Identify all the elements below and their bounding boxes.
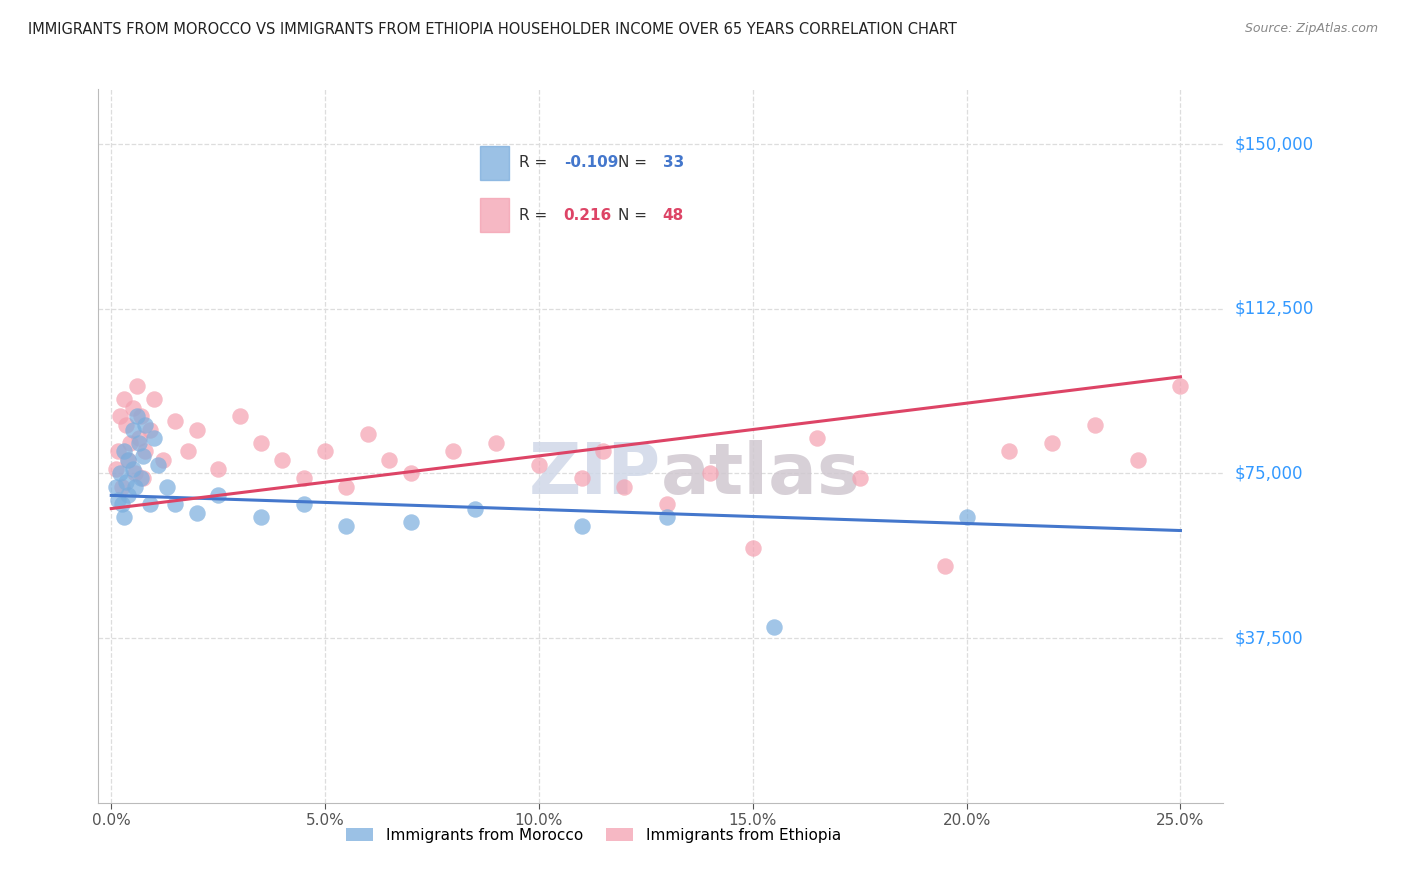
Point	[134, 444, 156, 458]
Point	[117, 488, 139, 502]
Point	[464, 501, 486, 516]
Point	[335, 519, 357, 533]
Point	[207, 462, 229, 476]
Point	[115, 418, 138, 433]
Point	[335, 480, 357, 494]
Point	[934, 558, 956, 573]
Point	[250, 510, 273, 524]
Text: $75,000: $75,000	[1234, 465, 1303, 483]
Point	[152, 453, 174, 467]
Point	[117, 453, 139, 467]
Point	[104, 462, 127, 476]
Point	[741, 541, 763, 555]
Point	[955, 510, 977, 524]
Point	[108, 409, 131, 424]
Legend: Immigrants from Morocco, Immigrants from Ethiopia: Immigrants from Morocco, Immigrants from…	[340, 822, 846, 848]
Point	[571, 471, 593, 485]
Point	[132, 471, 155, 485]
Point	[115, 475, 138, 490]
Point	[699, 467, 721, 481]
Point	[1040, 435, 1063, 450]
Point	[592, 444, 614, 458]
Point	[165, 414, 187, 428]
Point	[143, 431, 166, 445]
Point	[378, 453, 401, 467]
Text: atlas: atlas	[661, 440, 860, 509]
Point	[485, 435, 508, 450]
Point	[165, 497, 187, 511]
Point	[177, 444, 200, 458]
Point	[112, 392, 135, 406]
Point	[121, 423, 143, 437]
Point	[128, 431, 150, 445]
Text: IMMIGRANTS FROM MOROCCO VS IMMIGRANTS FROM ETHIOPIA HOUSEHOLDER INCOME OVER 65 Y: IMMIGRANTS FROM MOROCCO VS IMMIGRANTS FR…	[28, 22, 957, 37]
Point	[128, 435, 150, 450]
Point	[125, 378, 148, 392]
Point	[125, 409, 148, 424]
Point	[111, 497, 134, 511]
Text: $37,500: $37,500	[1234, 629, 1303, 647]
Point	[156, 480, 179, 494]
Point	[107, 492, 129, 507]
Point	[763, 620, 786, 634]
Text: $150,000: $150,000	[1234, 135, 1313, 153]
Point	[657, 497, 679, 511]
Point	[129, 471, 152, 485]
Point	[107, 444, 129, 458]
Point	[998, 444, 1021, 458]
Point	[148, 458, 170, 472]
Point	[112, 510, 135, 524]
Point	[104, 480, 127, 494]
Point	[399, 467, 422, 481]
Point	[571, 519, 593, 533]
Point	[228, 409, 250, 424]
Point	[292, 497, 315, 511]
Point	[129, 409, 152, 424]
Point	[399, 515, 422, 529]
Point	[441, 444, 464, 458]
Point	[111, 480, 134, 494]
Point	[292, 471, 315, 485]
Text: Source: ZipAtlas.com: Source: ZipAtlas.com	[1244, 22, 1378, 36]
Point	[657, 510, 679, 524]
Point	[124, 480, 146, 494]
Point	[186, 423, 208, 437]
Point	[124, 467, 146, 481]
Point	[1126, 453, 1149, 467]
Point	[848, 471, 870, 485]
Point	[314, 444, 336, 458]
Point	[271, 453, 294, 467]
Point	[108, 467, 131, 481]
Point	[250, 435, 273, 450]
Point	[357, 426, 380, 441]
Point	[117, 453, 139, 467]
Point	[1084, 418, 1107, 433]
Point	[207, 488, 229, 502]
Text: $112,500: $112,500	[1234, 300, 1313, 318]
Point	[186, 506, 208, 520]
Point	[121, 401, 143, 415]
Point	[112, 444, 135, 458]
Point	[613, 480, 636, 494]
Text: ZIP: ZIP	[529, 440, 661, 509]
Point	[134, 418, 156, 433]
Point	[527, 458, 550, 472]
Point	[806, 431, 828, 445]
Point	[143, 392, 166, 406]
Point	[139, 497, 162, 511]
Point	[120, 435, 142, 450]
Point	[132, 449, 155, 463]
Point	[1170, 378, 1192, 392]
Point	[139, 423, 162, 437]
Point	[121, 462, 143, 476]
